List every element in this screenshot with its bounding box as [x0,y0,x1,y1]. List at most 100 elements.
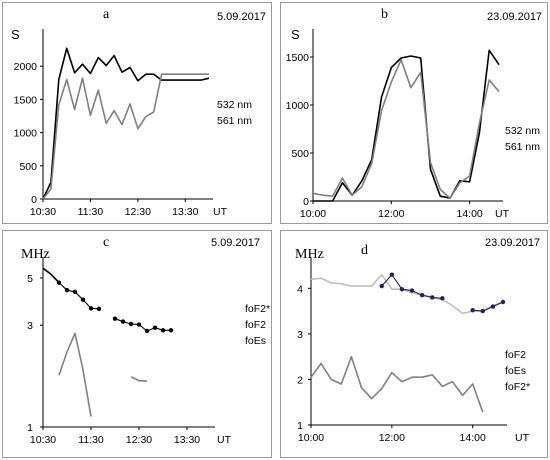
panel-c: 1 3 5 10:30 11:30 12:30 13:30 UT c 5.09.2017 MH… [2,230,272,458]
chart-c: 1 3 5 10:30 11:30 12:30 13:30 UT [27,257,232,446]
panel-date: 23.09.2017 [485,237,541,249]
x-axis-unit: UT [213,206,228,218]
legend-label: 561 nm [217,115,253,127]
legend-label: foEs [505,365,527,377]
data-point [419,292,425,298]
data-point [399,287,405,292]
series-line [58,282,100,310]
data-point [430,295,435,300]
panel-letter: b [381,7,388,22]
legend-label: 532 nm [505,125,541,137]
panel-date: 5.09.2017 [211,237,260,249]
panel-unit: S [291,27,300,42]
x-tick-label: 11:30 [78,206,104,218]
x-axis-unit: UT [495,208,510,220]
series-line [42,47,210,200]
legend-label: 532 nm [217,99,253,111]
axes: 1 3 5 10:30 11:30 12:30 13:30 UT [27,257,232,446]
series-line [310,355,484,413]
x-tick-label: 10:00 [300,208,326,220]
panel-date: 23.09.2017 [487,11,543,23]
y-tick-label: 1000 [14,128,38,140]
x-tick-label: 12:00 [378,208,404,220]
series-fof2- [56,280,174,334]
series-line [42,267,60,284]
data-point [152,325,158,330]
axes: 0 500 1000 1500 10:00 12:00 14:00 UT [286,29,510,220]
data-point [112,316,118,321]
y-tick-label: 2000 [14,61,38,73]
y-tick-label: 1000 [286,100,310,112]
panel-d: 1 2 3 4 10:00 12:00 14:00 UT d 23.09.2017 MHz f… [280,230,548,458]
panel-a: 0 500 1000 1500 2000 10:30 11:30 12:30 13:30 UT a… [2,2,272,224]
data-point [128,321,134,327]
series-line [310,273,504,315]
x-axis-unit: UT [217,434,232,446]
data-point [168,328,174,333]
x-tick-label: 13:30 [172,206,198,218]
y-tick-label: 3 [297,329,303,341]
data-point [144,328,150,334]
legend-label: foEs [245,335,267,347]
y-tick-label: 0 [31,194,37,206]
legend-label: 561 nm [505,141,541,153]
series-foes [58,332,148,417]
series-foes [310,355,484,413]
chart-b: 0 500 1000 1500 10:00 12:00 14:00 UT [286,29,510,220]
series-fof2- [379,272,506,314]
x-tick-label: 10:30 [30,206,56,218]
series-line [58,332,92,417]
data-point [500,299,506,305]
data-point [470,308,475,313]
series-532-nm [42,47,210,200]
legend-label: foF2* [505,381,531,393]
x-tick-label: 12:30 [125,206,151,218]
panel-unit: MHz [21,247,50,262]
chart-a: 0 500 1000 1500 2000 10:30 11:30 12:30 13:30 UT [14,29,228,218]
data-point [490,304,496,309]
panel-letter: c [103,235,110,250]
series-561-nm [42,73,209,200]
legend-label: foF2* [245,303,271,315]
data-point [379,283,384,289]
series-line [42,73,209,200]
y-tick-label: 1 [297,420,303,432]
series-line [130,376,148,382]
series-fof2 [310,273,504,315]
data-point [440,296,445,301]
y-tick-label: 1500 [14,94,38,106]
panel-unit: S [11,27,20,42]
x-tick-label: 12:30 [126,434,152,446]
series-532-nm [313,49,500,202]
legend-label: foF2 [245,319,267,331]
y-tick-label: 0 [303,196,309,208]
x-tick-label: 14:00 [456,208,482,220]
legend-label: foF2 [505,349,527,361]
data-point [80,297,86,302]
x-tick-label: 14:00 [460,432,486,444]
series-561-nm [312,59,500,199]
chart-d: 1 2 3 4 10:00 12:00 14:00 UT [297,257,530,444]
axes: 1 2 3 4 10:00 12:00 14:00 UT [297,257,530,444]
y-tick-label: 5 [27,273,33,285]
y-tick-label: 2 [297,374,303,386]
x-tick-label: 11:30 [78,434,104,446]
data-point [409,288,415,293]
data-point [72,289,78,295]
y-tick-label: 3 [27,320,33,332]
axes: 0 500 1000 1500 2000 10:30 11:30 12:30 13:30 UT [14,29,228,218]
data-point [96,306,102,312]
data-point [389,272,395,277]
panel-letter: a [103,7,110,22]
x-tick-label: 10:00 [298,432,324,444]
panel-date: 5.09.2017 [217,11,266,23]
data-point [120,319,126,324]
series-fof2 [42,267,60,284]
data-point [480,308,485,314]
x-axis-unit: UT [515,432,530,444]
data-point [88,306,94,311]
series-line [313,49,500,202]
y-tick-label: 500 [19,161,37,173]
panel-letter: d [361,243,368,258]
y-tick-label: 1500 [286,52,310,64]
